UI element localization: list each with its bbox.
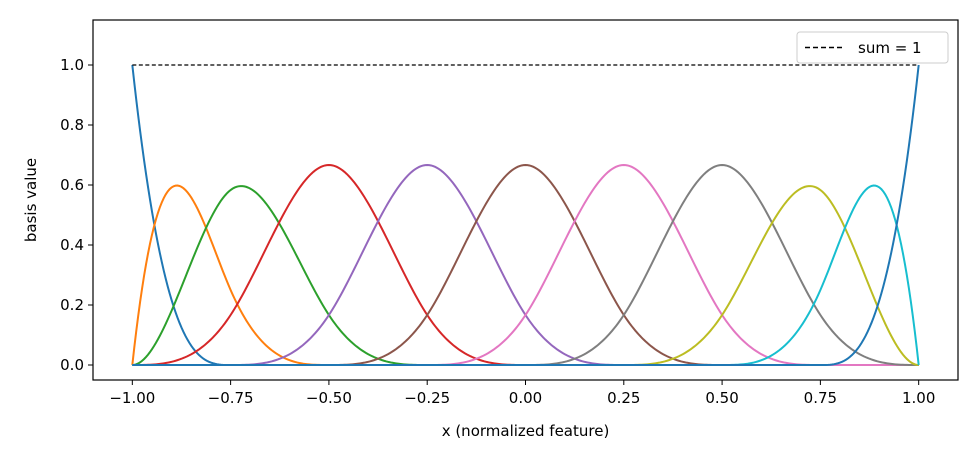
- y-tick-label: 0.2: [60, 296, 84, 314]
- legend: sum = 1: [796, 31, 949, 64]
- basis-curve-9: [132, 184, 920, 366]
- y-tick-label: 0.4: [60, 236, 84, 254]
- basis-curve-10: [132, 64, 920, 366]
- x-tick-label: 1.00: [902, 389, 935, 407]
- legend-label-sum: sum = 1: [858, 39, 922, 57]
- x-tick-label: −0.75: [208, 389, 254, 407]
- basis-curve-4: [132, 163, 919, 366]
- x-tick-label: −0.25: [404, 389, 450, 407]
- basis-curve-1: [131, 184, 919, 366]
- basis-curve-0: [131, 64, 919, 366]
- x-axis-ticks: −1.00 −0.75 −0.50 −0.25 0.00 0.25 0.50 0.75 1.00: [109, 380, 935, 407]
- x-tick-label: 0.75: [804, 389, 837, 407]
- y-axis-label: basis value: [22, 158, 40, 242]
- basis-curve-6: [132, 163, 919, 366]
- y-tick-label: 0.6: [60, 176, 84, 194]
- x-tick-label: −0.50: [306, 389, 352, 407]
- y-axis-ticks: 0.0 0.2 0.4 0.6 0.8 1.0: [60, 56, 93, 374]
- curves-layer: [131, 64, 920, 366]
- basis-curve-7: [132, 163, 919, 366]
- y-tick-label: 0.0: [60, 356, 84, 374]
- x-tick-label: 0.25: [607, 389, 640, 407]
- basis-curve-3: [132, 163, 919, 366]
- basis-curve-8: [132, 185, 919, 366]
- basis-curve-5: [132, 163, 919, 366]
- basis-curve-2: [132, 185, 919, 366]
- x-tick-label: 0.50: [705, 389, 738, 407]
- y-tick-label: 1.0: [60, 56, 84, 74]
- y-tick-label: 0.8: [60, 116, 84, 134]
- legend-box: [796, 31, 949, 64]
- x-tick-label: −1.00: [109, 389, 155, 407]
- x-tick-label: 0.00: [509, 389, 542, 407]
- x-axis-label: x (normalized feature): [442, 422, 610, 440]
